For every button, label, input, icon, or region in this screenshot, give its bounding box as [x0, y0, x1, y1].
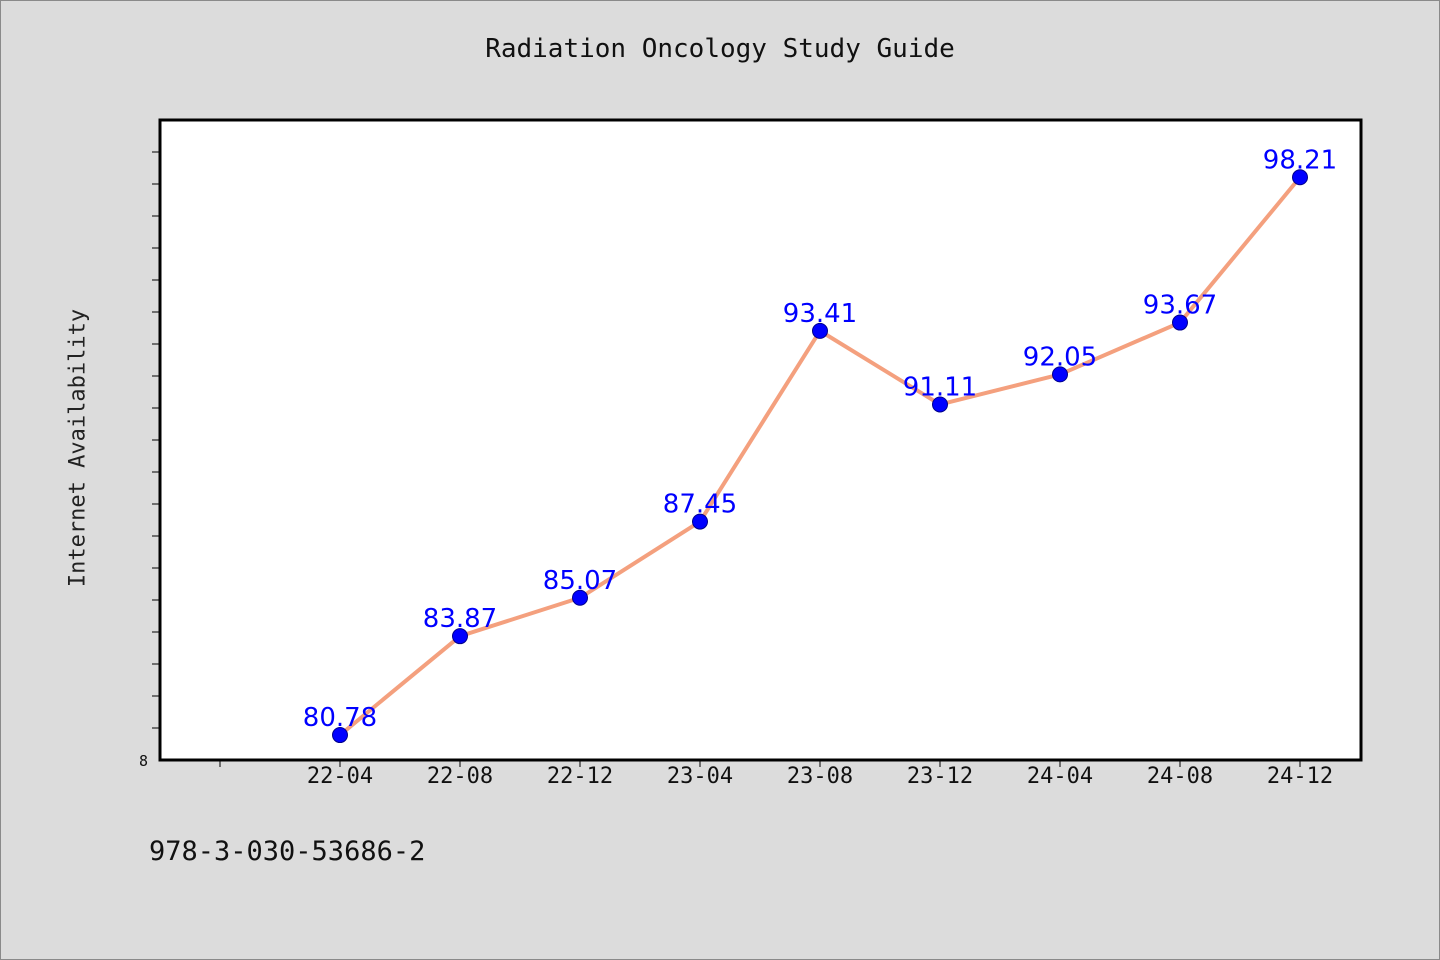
- data-point: [692, 513, 708, 530]
- data-point: [932, 396, 948, 413]
- data-point: [812, 322, 828, 339]
- data-point: [1292, 169, 1308, 186]
- data-label: 87.45: [663, 490, 737, 520]
- data-label: 93.67: [1143, 291, 1217, 321]
- data-point: [1172, 314, 1188, 331]
- data-label: 98.21: [1263, 145, 1337, 175]
- x-tick-label: 23-04: [667, 764, 733, 789]
- y-tick-label: 8: [139, 752, 148, 770]
- data-label: 91.11: [903, 372, 977, 402]
- data-label: 93.41: [783, 299, 857, 329]
- data-label: 80.78: [303, 703, 377, 733]
- x-tick-label: 24-12: [1267, 764, 1333, 789]
- x-tick-label: 24-08: [1147, 764, 1213, 789]
- plot-area: [158, 118, 1363, 762]
- chart-title: Radiation Oncology Study Guide: [485, 34, 955, 64]
- x-tick-label: 24-04: [1027, 764, 1093, 789]
- data-label: 92.05: [1023, 342, 1097, 372]
- data-label: 83.87: [423, 604, 497, 634]
- data-point: [572, 589, 588, 606]
- footer-code: 978-3-030-53686-2: [149, 836, 426, 867]
- x-tick-label: 23-08: [787, 764, 853, 789]
- x-tick-label: 22-12: [547, 764, 613, 789]
- x-tick-label: 22-08: [427, 764, 493, 789]
- data-point: [1052, 366, 1068, 383]
- data-label: 85.07: [543, 566, 617, 596]
- x-tick-label: 23-12: [907, 764, 973, 789]
- data-point: [332, 727, 348, 744]
- data-point: [452, 628, 468, 645]
- x-tick-label: 22-04: [307, 764, 373, 789]
